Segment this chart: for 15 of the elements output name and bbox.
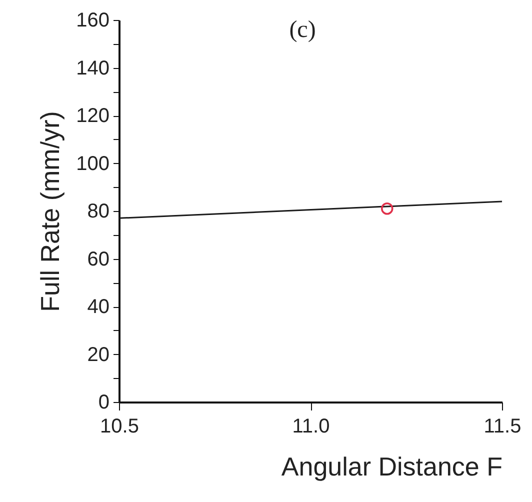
y-tick-label: 0 bbox=[98, 392, 110, 414]
y-tick-label: 40 bbox=[87, 296, 110, 318]
x-tick-label: 10.5 bbox=[100, 416, 139, 438]
y-axis-title: Full Rate (mm/yr) bbox=[35, 111, 66, 312]
y-tick-label: 140 bbox=[76, 57, 110, 80]
y-tick-label: 160 bbox=[76, 10, 110, 32]
y-tick-label: 100 bbox=[76, 152, 110, 175]
y-tick-label: 80 bbox=[87, 200, 110, 222]
x-tick-label: 11.5 bbox=[484, 416, 522, 438]
x-tick-label: 11.0 bbox=[292, 416, 330, 438]
y-tick-label: 20 bbox=[87, 344, 110, 366]
chart-title: (c) bbox=[289, 17, 316, 43]
x-axis-title: Angular Distance F bbox=[281, 452, 502, 482]
y-tick-label: 120 bbox=[76, 105, 110, 127]
y-tick-label: 60 bbox=[87, 248, 110, 270]
